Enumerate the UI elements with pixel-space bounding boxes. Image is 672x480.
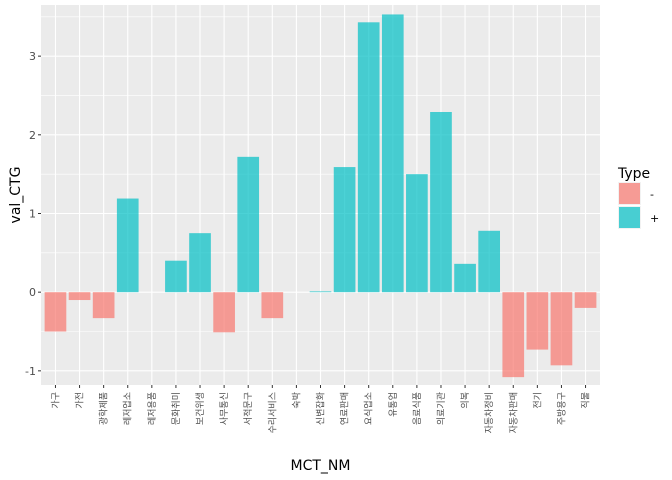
x-tick-label: 레저용품	[147, 392, 158, 425]
x-tick-label: 유통업	[388, 392, 399, 417]
legend-swatch-plus	[619, 207, 640, 228]
y-tick-label: 1	[29, 207, 36, 220]
bar-레저업소	[116, 198, 139, 293]
bar-자동차판매	[502, 292, 525, 378]
bar-가구	[44, 292, 67, 332]
x-tick-label: 의복	[460, 392, 471, 409]
bar-의료기관	[430, 111, 452, 293]
bar-주방용구	[550, 292, 573, 366]
x-tick-label: 서적문구	[242, 392, 254, 425]
bar-자동차정비	[478, 230, 501, 293]
x-tick-label: 가구	[50, 392, 61, 409]
legend: Type - +	[617, 166, 659, 229]
bar-서적문구	[237, 156, 260, 293]
bar-신변잡화	[309, 291, 332, 293]
bar-광학제품	[92, 292, 115, 319]
bar-전기	[526, 292, 549, 350]
legend-label-minus: -	[650, 188, 654, 201]
legend-title: Type	[617, 166, 650, 182]
bar-수리서비스	[261, 292, 284, 319]
x-tick-label: 주방용구	[556, 392, 567, 425]
y-tick-label: 2	[29, 129, 36, 142]
bar-직물	[574, 292, 597, 308]
x-tick-label: 수리서비스	[267, 392, 278, 433]
legend-swatch-minus	[619, 183, 640, 204]
x-tick-label: 연료판매	[340, 392, 351, 425]
bar-보건위생	[189, 233, 211, 293]
x-tick-label: 보건위생	[195, 392, 206, 425]
y-tick-label: 0	[29, 286, 36, 299]
bar-연료판매	[333, 167, 356, 293]
x-tick-label: 자동차정비	[483, 392, 495, 433]
bar-사무통신	[213, 292, 235, 333]
x-tick-label: 문화취미	[171, 392, 182, 425]
x-tick-label: 신변잡화	[315, 392, 327, 425]
bar-문화취미	[165, 260, 187, 293]
x-tick-label: 숙박	[291, 392, 302, 409]
bars-layer	[44, 14, 597, 378]
x-tick-label: 음료식품	[412, 392, 423, 425]
x-tick-label: 의료기관	[436, 392, 447, 425]
bar-유통업	[381, 14, 404, 293]
x-axis-ticks: 가구 가전 광학제품 레저업소 레저용품 문화취미 보건위생 사무통신 서적문구 수리서비스 숙박 신…	[50, 385, 592, 433]
bar-의복	[454, 263, 476, 293]
x-tick-label: 직물	[581, 392, 592, 409]
x-tick-label: 레저업소	[123, 392, 134, 425]
y-tick-label: 3	[29, 50, 36, 63]
y-axis-ticks: -1 0 1 2 3	[25, 50, 41, 378]
bar-요식업소	[357, 22, 380, 293]
legend-label-plus: +	[650, 212, 659, 225]
bar-가전	[68, 292, 91, 301]
y-axis-title: val_CTG	[8, 167, 24, 224]
x-axis-title: MCT_NM	[291, 458, 351, 474]
x-tick-label: 전기	[532, 392, 543, 409]
bar-음료식품	[406, 174, 428, 293]
x-tick-label: 가전	[75, 392, 86, 409]
y-tick-label: -1	[25, 365, 36, 378]
x-tick-label: 사무통신	[219, 392, 230, 425]
x-tick-label: 광학제품	[98, 392, 110, 425]
x-tick-label: 요식업소	[364, 392, 375, 425]
x-tick-label: 자동차판매	[507, 392, 519, 433]
